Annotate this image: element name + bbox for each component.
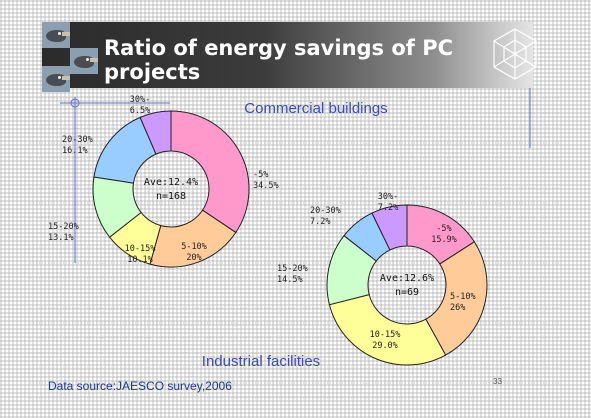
- slice-category-label: 30%-: [130, 95, 150, 105]
- slice-category-label: -5%: [436, 224, 451, 234]
- donut-slice: [425, 241, 488, 356]
- slice-value-label: 13.1%: [48, 233, 74, 243]
- donut-slice: [371, 204, 408, 251]
- slice-category-label: -5%: [253, 170, 268, 180]
- slice-value-label: 34.5%: [253, 181, 279, 191]
- slice-value-label: 15.9%: [431, 235, 457, 245]
- donut-center-count: n=168: [156, 191, 186, 202]
- slice-category-label: 5-10%: [450, 292, 476, 302]
- data-source-text: Data source:JAESCO survey,2006: [48, 379, 232, 393]
- slice-value-label: 16.1%: [62, 146, 88, 156]
- page-number: 33: [493, 377, 502, 386]
- slice-value-label: 10.1%: [127, 255, 153, 265]
- bird-photo-icon: [42, 66, 70, 92]
- chart-title: Commercial buildings: [244, 100, 387, 117]
- lattice-logo-icon: [493, 28, 537, 80]
- title-bar: [42, 22, 533, 88]
- slice-category-label: 10-15%: [125, 244, 156, 254]
- slice-value-label: 14.5%: [277, 275, 303, 285]
- slice-category-label: 15-20%: [48, 222, 79, 232]
- donut-center-average: Ave:12.6%: [380, 273, 434, 284]
- industrial-donut: Ave:12.6% n=69 -5%15.9% 5-10%26% 10-15%29.0%…: [202, 192, 488, 370]
- donut-center-count: n=69: [395, 287, 419, 298]
- slide-title: Ratio of energy savings of PC projects: [104, 36, 454, 84]
- slice-category-label: 10-15%: [370, 330, 401, 340]
- donut-center-average: Ave:12.4%: [144, 177, 198, 188]
- slice-category-label: 20-30%: [310, 206, 341, 216]
- slice-value-label: 26%: [450, 303, 465, 313]
- donut-slice: [328, 293, 447, 366]
- slice-value-label: 7.2%: [378, 203, 398, 213]
- guide-lines: [60, 88, 531, 263]
- slice-value-label: 7.2%: [310, 217, 330, 227]
- slice-category-label: 15-20%: [277, 264, 308, 274]
- slice-value-label: 20%: [186, 253, 201, 263]
- slice-category-label: 20-30%: [62, 135, 93, 145]
- bird-photo-icon: [70, 48, 98, 74]
- slice-category-label: 30%-: [378, 192, 398, 202]
- donut-slice: [170, 110, 250, 234]
- bird-photo-icon: [42, 22, 70, 48]
- chart-title: Industrial facilities: [202, 353, 320, 370]
- slice-value-label: 29.0%: [372, 341, 398, 351]
- slice-category-label: 5-10%: [181, 242, 207, 252]
- commercial-donut: Ave:12.4% n=168 -5%34.5% 5-10%20% 10-15%10.1…: [48, 95, 388, 268]
- donut-slice: [139, 110, 172, 155]
- slice-value-label: 6.5%: [130, 106, 150, 116]
